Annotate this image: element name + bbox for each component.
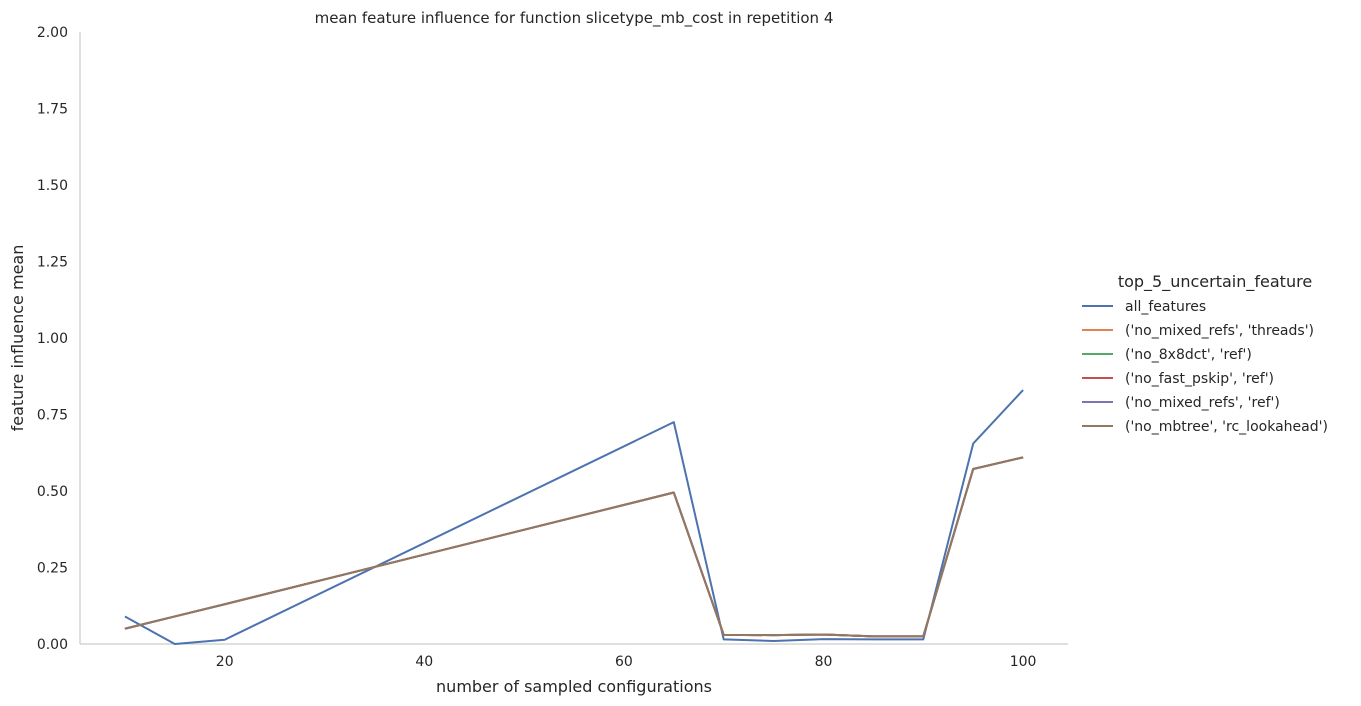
y-tick-label: 1.25	[37, 255, 68, 271]
legend-label-4: ('no_mixed_refs', 'ref')	[1125, 395, 1280, 411]
series-line-3	[124, 456, 1024, 638]
series-lines	[124, 389, 1024, 645]
series-line-4	[124, 456, 1024, 638]
y-tick-label: 0.00	[37, 637, 68, 653]
legend-label-3: ('no_fast_pskip', 'ref')	[1125, 371, 1274, 387]
legend-label-1: ('no_mixed_refs', 'threads')	[1125, 323, 1314, 339]
y-tick-label: 1.75	[37, 102, 68, 118]
legend: top_5_uncertain_feature all_features ('no…	[1082, 272, 1328, 435]
x-axis-label: number of sampled configurations	[436, 677, 712, 696]
y-ticks: 0.00 0.25 0.50 0.75 1.00 1.25 1.50 1.75 2.00	[37, 25, 68, 653]
series-line-0	[124, 389, 1024, 645]
y-axis-label: feature influence mean	[8, 245, 27, 432]
y-tick-label: 1.00	[37, 331, 68, 347]
x-tick-label: 100	[1010, 654, 1037, 670]
x-tick-label: 40	[415, 654, 433, 670]
series-line-5	[124, 456, 1024, 638]
series-line-2	[124, 456, 1024, 638]
legend-title: top_5_uncertain_feature	[1118, 272, 1312, 292]
x-tick-label: 80	[815, 654, 833, 670]
y-tick-label: 0.75	[37, 408, 68, 424]
y-tick-label: 0.50	[37, 484, 68, 500]
y-tick-label: 0.25	[37, 561, 68, 577]
legend-label-2: ('no_8x8dct', 'ref')	[1125, 347, 1252, 363]
x-tick-label: 60	[615, 654, 633, 670]
y-tick-label: 2.00	[37, 25, 68, 41]
series-line-1	[124, 456, 1024, 638]
x-ticks: 20 40 60 80 100	[216, 654, 1037, 670]
legend-label-0: all_features	[1125, 299, 1206, 315]
y-tick-label: 1.50	[37, 178, 68, 194]
chart-title: mean feature influence for function slic…	[315, 9, 834, 28]
x-tick-label: 20	[216, 654, 234, 670]
legend-items: all_features ('no_mixed_refs', 'threads')…	[1082, 299, 1328, 435]
legend-label-5: ('no_mbtree', 'rc_lookahead')	[1125, 419, 1328, 435]
